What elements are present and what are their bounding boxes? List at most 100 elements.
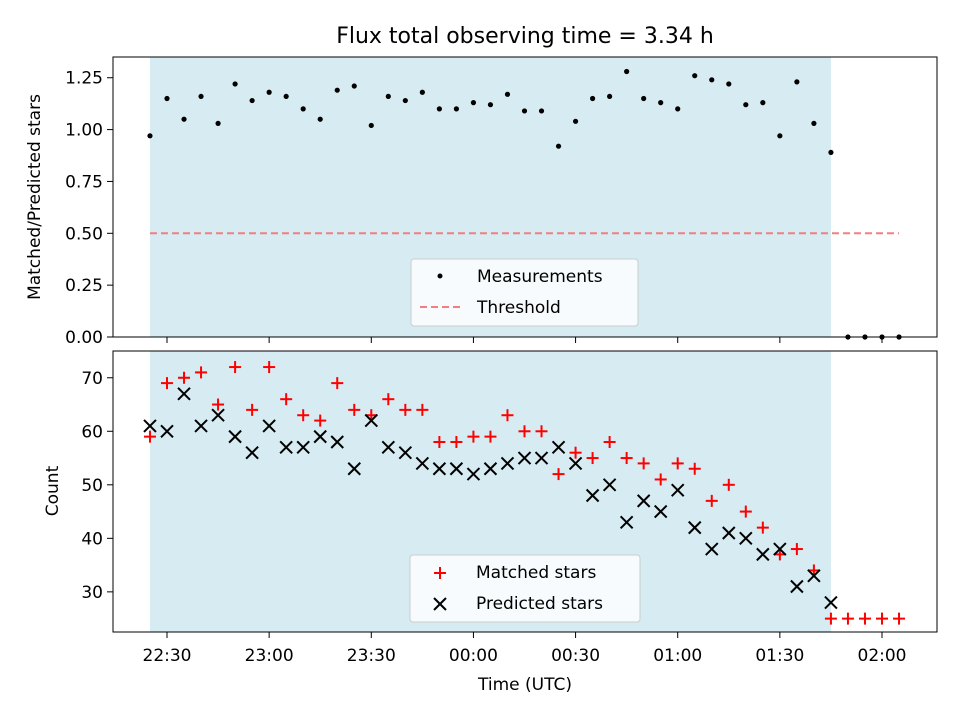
predicted-star-point [773,542,787,556]
measurement-point [743,102,749,108]
matched-star-point [756,521,769,534]
predicted-star-point [688,520,702,535]
matched-star-point [195,366,208,379]
measurement-point [283,93,289,100]
predicted-star-point [330,435,344,449]
legend-matched-marker [434,567,446,579]
bottom-y-tick-label: 60 [81,422,103,442]
top-legend: Measurements Threshold [410,258,639,327]
matched-star-point [586,452,599,465]
x-tick-label: 23:00 [245,646,294,666]
legend-predicted-label: Predicted stars [476,594,603,614]
bottom-panel: 30 40 50 60 70 22:30 23:00 23:30 00:00 00:30 01:0… [43,350,938,695]
x-axis-label: Time (UTC) [477,675,572,695]
predicted-star-point [636,494,651,508]
measurement-point [572,118,579,124]
matched-star-point [876,612,888,625]
matched-star-point [143,430,156,443]
legend-measurements-label: Measurements [477,267,603,287]
predicted-star-point [364,413,378,428]
x-tick-label: 22:30 [143,646,192,666]
predicted-star-point [756,547,770,562]
predicted-star-point [313,429,327,444]
predicted-star-point [602,478,617,492]
measurements-points [147,68,902,340]
measurement-point [164,95,170,102]
measurement-point [147,133,153,139]
matched-star-point [671,457,684,470]
top-y-axis-label: Matched/Predicted stars [25,94,45,300]
predicted-star-point [790,579,804,594]
matched-star-point [790,543,803,556]
matched-star-point [654,473,667,486]
matched-star-point [331,377,344,390]
matched-star-point [314,414,327,427]
measurement-point [589,95,596,102]
measurement-point [385,93,391,100]
matched-star-point [688,462,701,475]
predicted-star-point [143,419,157,433]
measurement-point [198,93,204,100]
bottom-plot-frame [112,350,938,633]
measurement-point [777,133,783,139]
matched-star-point [212,398,225,411]
matched-star-point [246,403,259,416]
predicted-star-point [415,456,430,471]
predicted-star-point [653,504,668,519]
measurement-point [249,97,255,104]
measurement-point [658,100,664,106]
bottom-x-ticks: 22:30 23:00 23:30 00:00 00:30 01:00 01:30 02:00 [143,632,907,666]
matched-star-point [722,478,735,491]
bottom-y-tick-label: 40 [81,529,103,549]
legend-threshold-label: Threshold [476,298,561,318]
measurement-point [504,91,511,97]
measurement-point [368,122,374,129]
matched-star-point [178,371,191,384]
matched-star-point [229,361,242,374]
matched-star-point [501,409,514,422]
top-panel: 0.00 0.25 0.50 0.75 1.00 1.25 Flux total obse… [25,24,938,348]
predicted-star-point [432,462,447,476]
predicted-star-point [160,424,174,438]
legend-predicted-marker [433,597,447,611]
measurement-point [487,102,494,108]
bottom-legend-box [409,554,641,623]
measurement-point [266,89,272,95]
predicted-star-point [722,526,736,540]
bottom-y-tick-label: 30 [81,583,103,603]
bottom-y-ticks: 30 40 50 60 70 [81,369,113,603]
measurement-point [538,108,545,114]
x-tick-label: 02:00 [858,646,907,666]
matched-star-point [297,409,310,422]
predicted-star-point [517,451,532,465]
predicted-star-point [177,387,191,401]
matched-star-point [858,612,871,625]
legend-matched-label: Matched stars [476,563,596,583]
x-tick-label: 00:00 [449,646,498,666]
bottom-y-tick-label: 50 [81,476,103,496]
matched-star-point [552,468,565,481]
predicted-star-point [705,542,719,556]
matched-star-point [433,435,446,448]
matched-star-point [450,435,463,448]
predicted-star-point [585,488,600,503]
predicted-star-point [824,595,838,610]
x-tick-label: 23:30 [347,646,396,666]
matched-star-point [263,361,276,374]
predicted-star-point [483,462,498,476]
measurement-point [692,73,698,79]
predicted-star-point [739,531,753,546]
measurement-point [419,89,425,95]
predicted-star-point [398,445,413,460]
matched-star-point [705,494,718,507]
top-y-tick-label: 0.25 [65,276,103,296]
predicted-star-point [466,467,481,481]
matched-star-point [893,612,906,625]
x-tick-label: 01:00 [653,646,702,666]
chart-title: Flux total observing time = 3.34 h [336,24,714,49]
matched-star-point [841,612,854,625]
measurement-point [811,120,817,126]
measurement-point [607,93,613,100]
top-y-tick-label: 0.75 [65,172,103,192]
